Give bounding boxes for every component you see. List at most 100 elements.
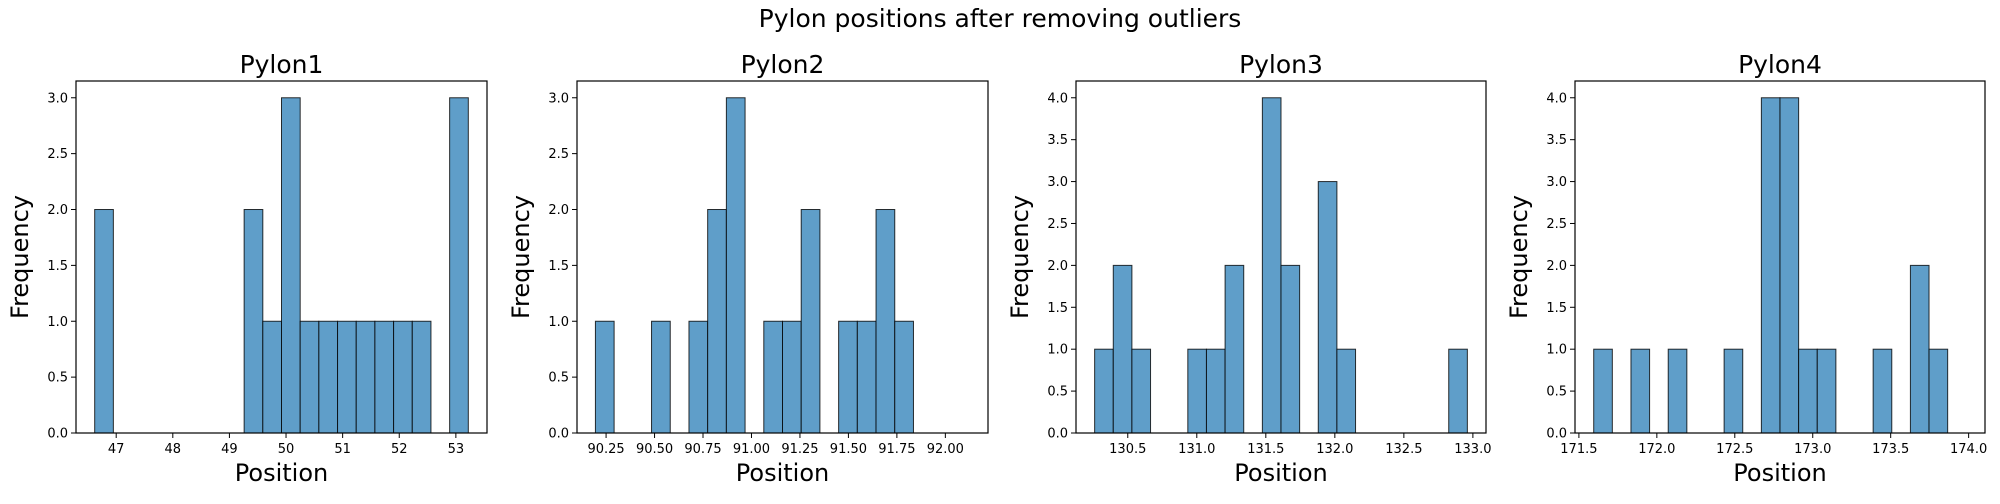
y-tick-label: 2.5 [548, 147, 569, 162]
x-tick-label: 90.75 [684, 442, 721, 457]
y-tick-label: 3.5 [1047, 133, 1068, 148]
x-tick-label: 53 [448, 442, 465, 457]
histogram-bar [875, 209, 896, 434]
y-tick-label: 4.0 [1546, 91, 1567, 106]
histogram-bar [262, 320, 282, 434]
x-tick-label: 91.00 [733, 442, 770, 457]
histogram-bar [1280, 264, 1301, 434]
y-tick-label: 1.5 [47, 259, 68, 274]
plot-frame [1574, 80, 1986, 434]
x-axis-label: Position [1234, 459, 1327, 487]
histogram-bar [725, 97, 746, 434]
x-tick-label: 91.50 [830, 442, 867, 457]
x-tick-label: 173.5 [1872, 442, 1909, 457]
histogram-bar [856, 320, 877, 434]
x-tick-label: 174.0 [1950, 442, 1987, 457]
panel-title: Pylon3 [1239, 50, 1323, 79]
histogram-bar [411, 320, 432, 434]
histogram-bar [594, 320, 615, 434]
histogram-bar [1593, 348, 1613, 434]
y-tick-label: 3.0 [1047, 175, 1068, 190]
x-tick-label: 173.0 [1794, 442, 1831, 457]
histogram-panel-4: 171.5 172.0 172.5 173.0 173.5 174.0 0.0 0.5 1.0 1… [1505, 50, 1987, 487]
x-tick-label: 91.75 [878, 442, 915, 457]
x-tick-label: 48 [165, 442, 182, 457]
y-tick-label: 1.0 [548, 315, 569, 330]
histogram-panel-2: 90.25 90.50 90.75 91.00 91.25 91.50 91.75 92.00… [507, 50, 989, 487]
histogram-bar [707, 209, 727, 434]
x-tick-label: 49 [221, 442, 238, 457]
x-tick-label: 132.0 [1316, 442, 1353, 457]
histogram-bar [1872, 348, 1893, 434]
figure-title: Pylon positions after removing outliers [758, 4, 1242, 33]
y-tick-label: 0.0 [548, 427, 569, 442]
x-tick-label: 130.5 [1109, 442, 1146, 457]
y-axis-label: Frequency [1006, 195, 1034, 319]
y-tick-label: 0.0 [47, 427, 68, 442]
histogram-bar [337, 320, 357, 434]
y-tick-label: 1.0 [47, 315, 68, 330]
histogram-bar [449, 97, 469, 434]
y-axis-label: Frequency [1505, 195, 1533, 319]
histogram-bar [1261, 97, 1282, 434]
x-tick-label: 172.0 [1638, 442, 1675, 457]
y-tick-label: 3.0 [548, 91, 569, 106]
x-axis-label: Position [736, 459, 829, 487]
histogram-bar [800, 209, 821, 434]
histogram-panel-1: 47 48 49 50 51 52 53 0.0 0.5 1.0 1.5 2.0 2.5 3.0 Pylon… [6, 50, 488, 487]
y-tick-label: 0.5 [1546, 385, 1567, 400]
y-tick-label: 0.5 [47, 371, 68, 386]
y-tick-label: 1.5 [1546, 301, 1567, 316]
plot-frame [75, 80, 488, 434]
histogram-bar [1909, 264, 1930, 434]
y-tick-label: 2.5 [1047, 217, 1068, 232]
x-tick-label: 131.0 [1178, 442, 1215, 457]
y-axis-label: Frequency [507, 195, 535, 319]
histogram-bar [94, 209, 114, 434]
x-tick-label: 132.5 [1385, 442, 1422, 457]
histogram-bar [651, 320, 671, 434]
y-tick-label: 0.0 [1546, 427, 1567, 442]
histogram-bar [1187, 348, 1207, 434]
y-tick-label: 2.0 [47, 203, 68, 218]
plot-frame [1075, 80, 1487, 434]
y-tick-label: 1.5 [548, 259, 569, 274]
histogram-bar [688, 320, 709, 434]
y-tick-label: 2.5 [47, 147, 68, 162]
y-tick-label: 1.0 [1047, 343, 1068, 358]
x-tick-label: 131.5 [1247, 442, 1284, 457]
histogram-bar [1760, 97, 1781, 434]
x-tick-label: 91.25 [781, 442, 818, 457]
histogram-bar [782, 320, 802, 434]
histogram-bar [1667, 348, 1688, 434]
y-tick-label: 1.0 [1546, 343, 1567, 358]
x-tick-label: 90.50 [636, 442, 673, 457]
y-tick-label: 2.0 [1546, 259, 1567, 274]
panel-title: Pylon1 [240, 50, 324, 79]
x-tick-label: 90.25 [587, 442, 624, 457]
histogram-bar [1205, 348, 1226, 434]
y-tick-label: 3.5 [1546, 133, 1567, 148]
y-tick-label: 3.0 [1546, 175, 1567, 190]
x-tick-label: 172.5 [1716, 442, 1753, 457]
histogram-bar [393, 320, 413, 434]
histogram-bar [894, 320, 914, 434]
x-tick-label: 92.00 [927, 442, 964, 457]
histogram-bar [1317, 181, 1338, 434]
y-tick-label: 0.0 [1047, 427, 1068, 442]
y-tick-label: 0.5 [1047, 385, 1068, 400]
histogram-bar [1630, 348, 1651, 434]
histogram-bar [1094, 348, 1114, 434]
x-tick-label: 133.0 [1454, 442, 1491, 457]
x-tick-label: 52 [391, 442, 408, 457]
histogram-bar [299, 320, 320, 434]
histogram-bar [281, 97, 301, 434]
histogram-bar [1336, 348, 1357, 434]
histogram-bar [1816, 348, 1837, 434]
histogram-panel-3: 130.5 131.0 131.5 132.0 132.5 133.0 0.0 0.5 1.0 1… [1006, 50, 1491, 487]
histogram-bar [1779, 97, 1800, 434]
x-axis-label: Position [235, 459, 328, 487]
histogram-bar [1131, 348, 1152, 434]
